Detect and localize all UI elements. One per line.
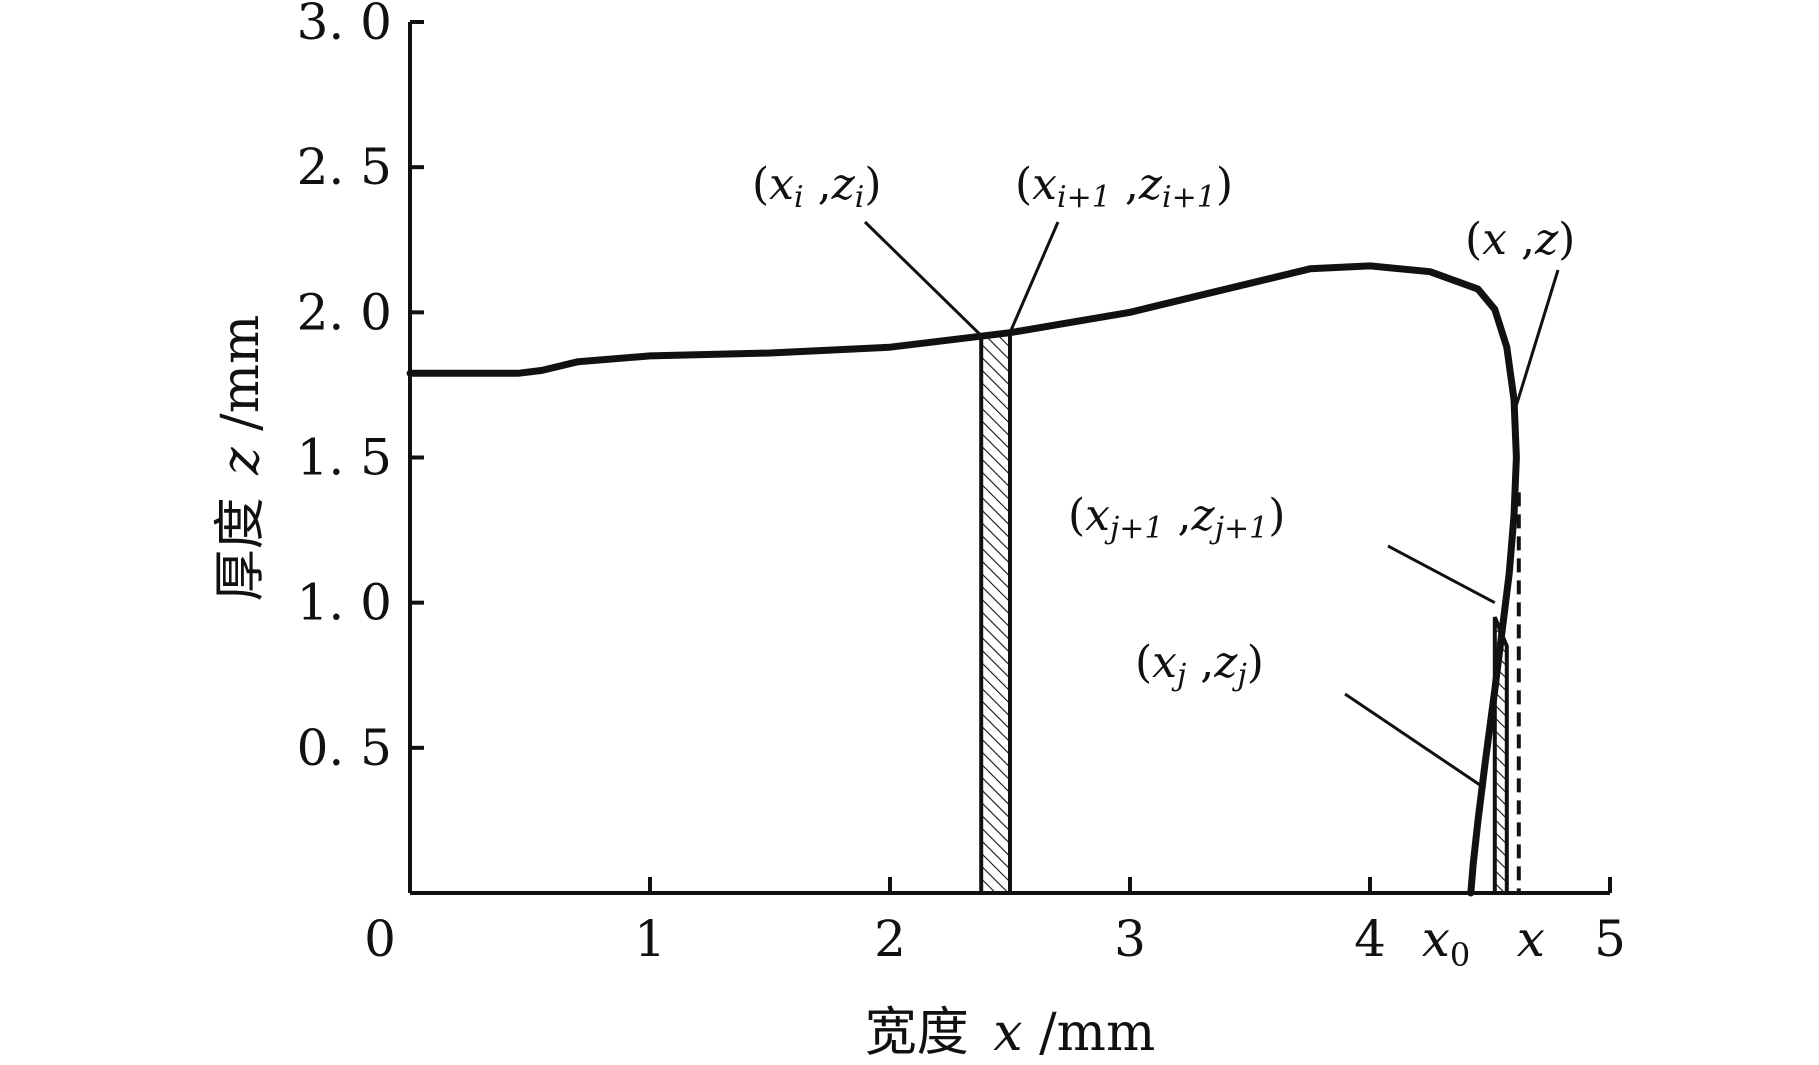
x-axis-title-var: x <box>993 1003 1022 1063</box>
profile-curve <box>406 262 1520 897</box>
x-axis-title-prefix: 宽度 <box>865 1003 969 1063</box>
leader-line <box>1514 269 1560 406</box>
y-axis-title-prefix: 厚度 <box>211 497 271 601</box>
x-tick-label: 4 <box>1354 910 1386 968</box>
leader-line <box>1387 544 1496 604</box>
annotation-zj1-sub: j+1 <box>1209 511 1269 546</box>
x-tick-label: 5 <box>1594 910 1626 968</box>
hatched-strips <box>979 330 1509 895</box>
annotation-xi1-sub: i+1 <box>1057 180 1111 215</box>
x-tick-label: 0 <box>364 910 396 968</box>
y-tick-label: 1. 5 <box>297 429 392 487</box>
annotation-leaders <box>863 220 1560 790</box>
y-axis-title: 厚度 z /mm <box>211 315 271 602</box>
annotation-x-z: (x ,z) <box>1465 214 1575 265</box>
annotation-xj1-zj1: (xj+1 ,zj+1) <box>1068 490 1285 546</box>
x-tick-label: 2 <box>874 910 906 968</box>
y-tick-label: 2. 0 <box>297 283 392 341</box>
annotation-xi-zi: (xi ,zi) <box>752 159 882 215</box>
annotation-xj1-sub: j+1 <box>1104 511 1164 546</box>
annotation-zi1-sub: i+1 <box>1162 180 1216 215</box>
y-tick-label: 3. 0 <box>297 0 392 51</box>
x-axis-title-unit: /mm <box>1039 1003 1155 1063</box>
y-axis-title-unit: /mm <box>211 315 271 431</box>
x-mark-label: x0 <box>1422 910 1471 974</box>
leader-line <box>1008 221 1060 334</box>
annotation-xi-sub: i <box>794 180 804 215</box>
x-tick-label: 3 <box>1114 910 1146 968</box>
x-axis-title: 宽度 x /mm <box>865 1003 1156 1063</box>
annotation-xj-zj: (xj ,zj) <box>1135 637 1264 693</box>
annotation-zi-sub: i <box>855 180 865 215</box>
x-tick-label: 1 <box>634 910 666 968</box>
y-axis-title-var: z <box>211 447 271 476</box>
y-ticks: 0. 5 1. 0 1. 5 2. 0 2. 5 3. 0 <box>297 0 424 777</box>
annotation-xi1-zi1: (xi+1 ,zi+1) <box>1015 159 1233 215</box>
leader-line <box>1344 692 1487 790</box>
x-ticks: 0 1 2 3 4 5 x0 x <box>364 877 1626 974</box>
leader-line <box>863 220 983 337</box>
x-mark-label: x <box>1517 910 1545 968</box>
y-tick-label: 1. 0 <box>297 574 392 632</box>
y-tick-label: 2. 5 <box>297 138 392 196</box>
y-tick-label: 0. 5 <box>297 719 392 777</box>
series-group <box>406 262 1521 897</box>
hatched-strip <box>979 330 1012 895</box>
